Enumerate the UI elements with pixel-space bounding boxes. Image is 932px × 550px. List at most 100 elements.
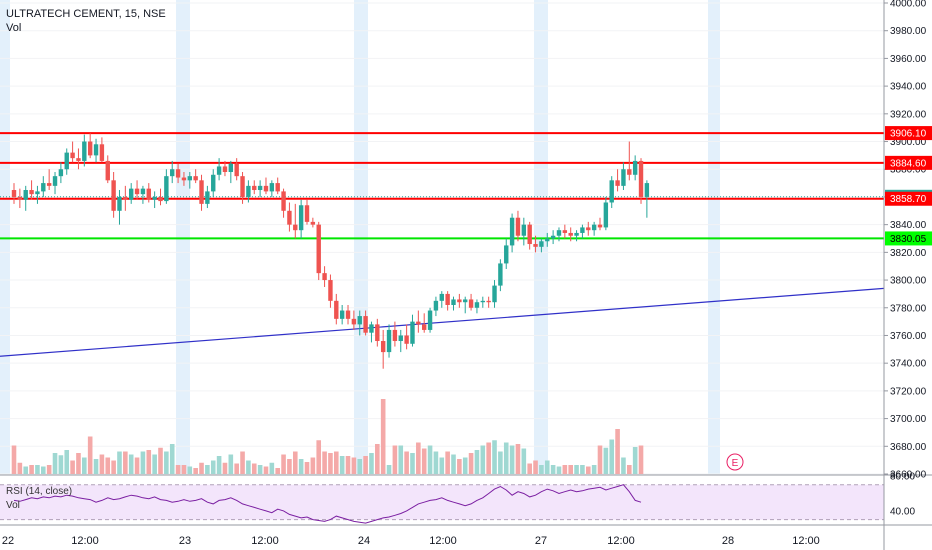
- candle-body: [187, 176, 192, 181]
- rsi-band: [0, 484, 884, 520]
- volume-bar: [117, 451, 122, 474]
- candle-body: [545, 238, 550, 242]
- candle-body: [287, 210, 292, 225]
- y-tick-label: 4000.00: [890, 0, 927, 10]
- candle-body: [134, 188, 140, 195]
- candle-body: [152, 196, 157, 200]
- candle-body: [515, 217, 521, 236]
- candle-body: [216, 166, 222, 175]
- session-band-2: [354, 0, 368, 474]
- candle-body: [486, 300, 491, 303]
- volume-bar: [263, 466, 269, 474]
- y-tick-label: 3760.00: [890, 331, 927, 342]
- candle-body: [41, 183, 46, 192]
- volume-bar: [175, 465, 181, 474]
- candle-body: [246, 185, 251, 197]
- volume-bar: [615, 429, 620, 474]
- rsi-title: RSI (14, close): [6, 486, 73, 497]
- candle-body: [468, 299, 474, 308]
- candle-body: [609, 180, 614, 203]
- candle-body: [504, 245, 509, 264]
- volume-bar: [123, 451, 128, 474]
- price-tag-resistance: [885, 126, 932, 141]
- volume-bar: [375, 444, 380, 474]
- candle-body: [70, 152, 75, 159]
- volume-bar: [134, 457, 140, 474]
- candle-body: [46, 183, 52, 186]
- volume-bar: [562, 465, 568, 474]
- candle-body: [322, 273, 327, 281]
- volume-bar: [310, 457, 316, 474]
- x-tick-label: 22: [2, 535, 14, 547]
- volume-bar: [46, 465, 52, 474]
- candle-body: [533, 244, 538, 247]
- candle-body: [93, 144, 99, 156]
- candle-body: [99, 144, 105, 161]
- volume-bar: [169, 444, 175, 474]
- volume-bar: [99, 454, 105, 474]
- candle-body: [597, 224, 603, 228]
- candle-body: [298, 205, 304, 231]
- x-tick-label: 12:00: [251, 535, 279, 547]
- y-tick-label: 3740.00: [890, 359, 927, 370]
- volume-bar: [210, 460, 216, 474]
- candle-body: [275, 183, 280, 192]
- candle-body: [222, 166, 228, 173]
- volume-bar: [76, 453, 81, 474]
- price-tag-label: 3830.05: [890, 234, 927, 245]
- volume-bar: [181, 465, 187, 474]
- candle-body: [632, 160, 638, 175]
- candle-body: [568, 232, 573, 236]
- volume-bar: [363, 456, 368, 474]
- volume-bar: [316, 440, 322, 474]
- volume-bar: [292, 451, 298, 474]
- volume-bar: [421, 448, 427, 474]
- candle-body: [445, 293, 450, 305]
- volume-bar: [527, 463, 532, 474]
- volume-bar: [298, 459, 304, 474]
- candle-body: [257, 185, 263, 191]
- volume-bar: [29, 465, 34, 474]
- y-tick-label: 3980.00: [890, 26, 927, 37]
- session-band-1: [176, 0, 190, 474]
- x-tick-label: 23: [179, 535, 191, 547]
- volume-bar: [269, 462, 275, 474]
- volume-bar: [345, 456, 351, 474]
- x-tick-label: 12:00: [792, 535, 820, 547]
- candle-body: [457, 299, 462, 303]
- volume-bar: [322, 451, 327, 474]
- candle-body: [363, 316, 368, 333]
- candle-body: [615, 180, 620, 186]
- candle-body: [574, 232, 579, 236]
- volume-bar: [568, 465, 573, 474]
- volume-bar: [93, 459, 99, 474]
- volume-bar: [638, 445, 644, 474]
- volume-bar: [158, 447, 163, 474]
- candle-body: [627, 169, 632, 175]
- volume-bar: [23, 466, 29, 474]
- volume-bar: [533, 460, 538, 474]
- volume-bar: [392, 445, 398, 474]
- candle-body: [433, 300, 439, 311]
- volume-bar: [111, 460, 116, 474]
- volume-bar: [328, 453, 333, 474]
- candle-body: [621, 169, 626, 186]
- candle-body: [234, 163, 239, 177]
- trendline: [0, 287, 885, 357]
- candle-body: [392, 329, 398, 342]
- candle-body: [638, 160, 644, 197]
- candle-body: [527, 224, 532, 245]
- rsi-tick-label: 40.00: [890, 506, 915, 517]
- volume-bar: [380, 399, 386, 474]
- volume-bar: [492, 440, 497, 474]
- price-tag-label: 3884.60: [890, 158, 927, 169]
- volume-bar: [152, 454, 157, 474]
- candle-body: [105, 160, 110, 181]
- candle-body: [310, 221, 316, 225]
- candle-body: [521, 224, 527, 236]
- price-tag-resistance: [885, 155, 932, 170]
- candle-body: [357, 316, 362, 325]
- x-tick-label: 27: [535, 535, 547, 547]
